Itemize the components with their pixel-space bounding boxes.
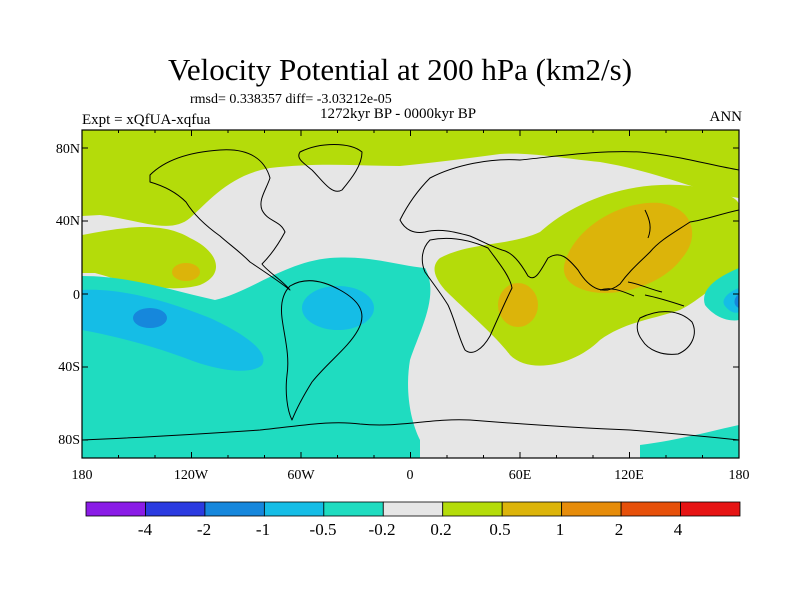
map-title: Velocity Potential at 200 hPa (km2/s) bbox=[167, 52, 633, 87]
colorbar-box bbox=[382, 501, 444, 517]
colorbar-label: -0.2 bbox=[368, 520, 396, 539]
period-label: 1272kyr BP - 0000kyr BP bbox=[320, 106, 477, 122]
colorbar-box bbox=[501, 501, 563, 517]
lon-label-180e: 180 bbox=[728, 468, 750, 483]
negative-region-central-pacific bbox=[82, 289, 264, 371]
negative-min-pacific bbox=[133, 308, 167, 328]
colorbar-label: -2 bbox=[196, 520, 212, 539]
coastline-maritime-continent bbox=[599, 281, 685, 307]
lat-label-80n: 80N bbox=[55, 142, 80, 157]
positive-max-indian-ocean bbox=[498, 283, 538, 327]
colorbar-box bbox=[263, 501, 325, 517]
season-label: ANN bbox=[709, 109, 743, 125]
stats-line: rmsd= 0.338357 diff= -3.03212e-05 bbox=[190, 92, 392, 107]
colorbar-box bbox=[442, 501, 503, 517]
coastline-japan bbox=[644, 209, 651, 239]
positive-max-north-pacific bbox=[172, 263, 200, 281]
colorbar-box bbox=[204, 501, 265, 517]
lon-label-180w: 180 bbox=[71, 468, 93, 483]
lon-label-0: 0 bbox=[406, 468, 414, 483]
colorbar-label: 0.5 bbox=[489, 520, 511, 539]
colorbar-box bbox=[323, 501, 384, 517]
colorbar-box bbox=[145, 501, 206, 517]
colorbar-label: -0.5 bbox=[309, 520, 337, 539]
lat-label-40s: 40S bbox=[58, 360, 80, 375]
lon-label-120e: 120E bbox=[614, 468, 644, 483]
lon-label-120w: 120W bbox=[173, 468, 209, 483]
lon-label-60e: 60E bbox=[508, 468, 532, 483]
colorbar bbox=[85, 501, 741, 517]
coastline-north-america bbox=[149, 149, 291, 291]
map-plot-area bbox=[82, 130, 739, 458]
lon-label-60w: 60W bbox=[287, 468, 315, 483]
colorbar-box bbox=[561, 501, 622, 517]
negative-region-south-america bbox=[302, 286, 374, 330]
coastline-africa bbox=[421, 237, 513, 353]
colorbar-box bbox=[620, 501, 681, 517]
negative-region-antarctic-east bbox=[640, 425, 739, 458]
axis-ticks bbox=[81, 130, 740, 458]
coastline-south-america bbox=[281, 280, 363, 421]
colorbar-label: -4 bbox=[137, 520, 153, 539]
colorbar-label: 4 bbox=[673, 520, 683, 539]
lat-label-80s: 80S bbox=[58, 433, 80, 448]
lat-label-40n: 40N bbox=[55, 214, 80, 229]
coastline-australia bbox=[636, 311, 695, 355]
coastline-greenland bbox=[298, 144, 363, 192]
colorbar-label: 1 bbox=[555, 520, 565, 539]
coastline-europe-asia bbox=[399, 151, 739, 291]
colorbar-box bbox=[680, 501, 741, 517]
colorbar-label: 2 bbox=[614, 520, 624, 539]
colorbar-label: 0.2 bbox=[430, 520, 452, 539]
colorbar-label: -1 bbox=[255, 520, 271, 539]
coastline-antarctica bbox=[82, 419, 739, 441]
lat-label-eq: 0 bbox=[73, 288, 80, 303]
negative-min-edge bbox=[734, 294, 739, 308]
coastlines bbox=[82, 144, 739, 441]
positive-max-west-pacific bbox=[563, 202, 693, 293]
colorbar-box bbox=[85, 501, 146, 517]
experiment-label: Expt = xQfUA-xqfua bbox=[82, 112, 211, 128]
